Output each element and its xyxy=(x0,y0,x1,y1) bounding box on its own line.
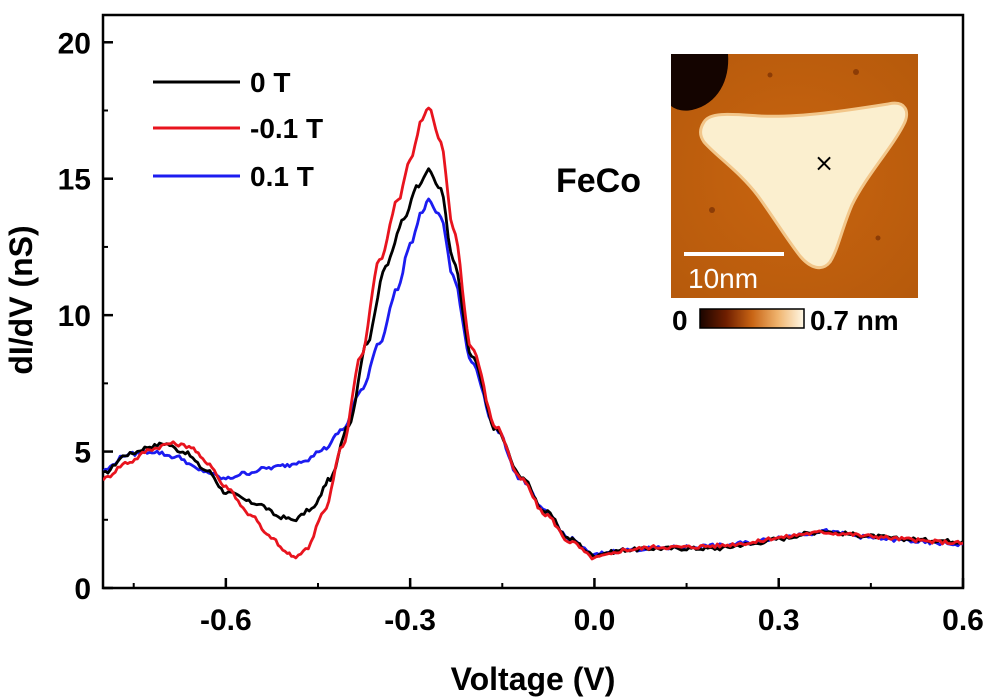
inset-title: FeCo xyxy=(556,162,641,200)
legend-label-0t: 0 T xyxy=(250,67,290,98)
series-layer xyxy=(103,106,963,561)
series-line-01t xyxy=(103,106,963,561)
x-tick-label: -0.6 xyxy=(200,604,252,637)
x-axis-title: Voltage (V) xyxy=(451,661,616,697)
x-tick-label: 0.6 xyxy=(942,604,984,637)
colorbar-min-label: 0 xyxy=(672,305,688,336)
x-tick-label: 0.0 xyxy=(574,604,616,637)
y-axis-title: dI/dV (nS) xyxy=(3,225,39,374)
colorbar: 0 0.7 nm xyxy=(672,305,899,336)
feco-island xyxy=(699,101,909,270)
inset-topography-image: × 10nm xyxy=(671,54,918,298)
colorbar-max-label: 0.7 nm xyxy=(810,305,899,336)
dark-corner-island xyxy=(671,54,729,111)
y-tick-label: 15 xyxy=(58,164,91,197)
legend-label-neg01t: -0.1 T xyxy=(250,113,323,144)
x-tick-label: -0.3 xyxy=(384,604,436,637)
legend-label-01t: 0.1 T xyxy=(250,161,314,192)
plot-frame xyxy=(101,13,965,590)
y-axis-ticks: 0 5 10 15 20 xyxy=(58,27,113,606)
legend: 0 T -0.1 T 0.1 T xyxy=(153,67,323,192)
y-tick-label: 0 xyxy=(74,573,91,606)
y-tick-label: 5 xyxy=(74,437,91,470)
x-tick-label: 0.3 xyxy=(758,604,800,637)
y-tick-label: 10 xyxy=(58,300,91,333)
y-tick-label: 20 xyxy=(58,27,91,60)
stm-tip-position-marker: × xyxy=(814,149,834,177)
scale-bar-label: 10nm xyxy=(688,263,758,294)
x-axis-ticks: -0.6 -0.3 0.0 0.3 0.6 xyxy=(132,578,984,637)
